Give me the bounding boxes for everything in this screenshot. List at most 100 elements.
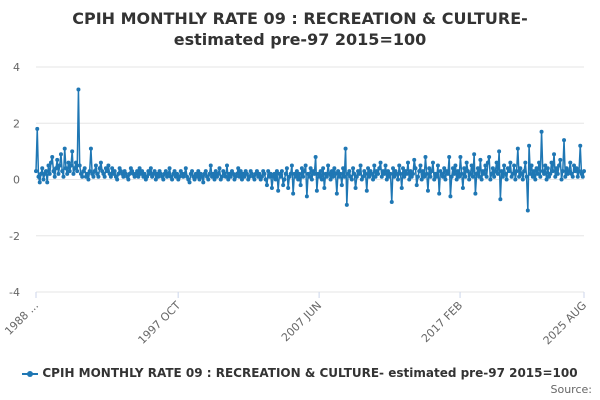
data-point — [307, 174, 312, 179]
data-point — [563, 174, 568, 179]
data-point — [550, 169, 555, 174]
data-point — [282, 177, 287, 182]
data-point — [549, 160, 554, 165]
data-point — [93, 163, 98, 168]
data-point — [361, 174, 366, 179]
data-point — [183, 166, 188, 171]
data-point — [112, 169, 117, 174]
data-point — [284, 166, 289, 171]
data-point — [73, 160, 78, 165]
data-point — [453, 163, 458, 168]
data-point — [394, 171, 399, 176]
data-point — [76, 87, 81, 92]
data-point — [388, 171, 393, 176]
data-point — [70, 149, 75, 154]
data-point — [490, 166, 495, 171]
data-point — [197, 177, 202, 182]
data-point — [548, 171, 553, 176]
data-point — [497, 149, 502, 154]
data-point — [142, 171, 147, 176]
data-point — [520, 177, 525, 182]
data-point — [46, 163, 51, 168]
data-point — [283, 171, 288, 176]
data-point — [404, 171, 409, 176]
data-point — [294, 169, 299, 174]
data-point — [201, 180, 206, 185]
data-point — [498, 197, 503, 202]
data-point — [175, 171, 180, 176]
data-point — [419, 177, 424, 182]
data-point — [470, 174, 475, 179]
data-point — [396, 177, 401, 182]
data-point — [213, 169, 218, 174]
data-point — [477, 174, 482, 179]
data-point — [319, 177, 324, 182]
data-point — [234, 171, 239, 176]
data-point — [582, 169, 586, 174]
data-point — [568, 160, 573, 165]
data-point — [219, 174, 224, 179]
data-point — [487, 155, 492, 159]
legend-series-marker-icon — [22, 369, 39, 379]
data-point — [96, 174, 101, 179]
data-point — [304, 194, 309, 199]
data-point — [339, 183, 344, 188]
data-point — [170, 177, 175, 182]
data-point — [48, 160, 53, 165]
data-point — [53, 166, 58, 171]
data-point — [537, 160, 542, 165]
data-point — [257, 171, 262, 176]
data-point — [269, 185, 274, 190]
data-point — [420, 169, 425, 174]
data-point — [152, 169, 157, 174]
data-point — [224, 163, 229, 168]
data-point — [34, 169, 38, 174]
data-point — [443, 177, 448, 182]
data-point — [353, 185, 358, 190]
data-point — [538, 174, 543, 179]
data-point — [190, 169, 195, 174]
data-point — [472, 152, 477, 157]
data-point — [435, 163, 440, 168]
data-point — [239, 177, 244, 182]
data-point — [499, 169, 504, 174]
data-point — [273, 177, 278, 182]
data-point — [211, 171, 216, 176]
data-point — [413, 166, 418, 171]
data-point — [187, 180, 192, 185]
source-label: Source: — [550, 383, 593, 396]
y-tick-label: 4 — [13, 61, 20, 74]
data-point — [400, 166, 405, 171]
data-point — [293, 174, 298, 179]
data-point — [137, 166, 142, 171]
data-point — [324, 174, 329, 179]
data-point — [77, 163, 82, 168]
x-tick-label: 2025 AUG — [541, 299, 590, 348]
data-point — [434, 174, 439, 179]
data-point — [288, 171, 293, 176]
data-point — [97, 166, 102, 171]
data-point — [110, 166, 115, 171]
data-point — [424, 171, 429, 176]
data-point — [572, 163, 577, 168]
data-point — [430, 160, 435, 165]
data-point — [555, 171, 560, 176]
chart-legend[interactable]: CPIH MONTHLY RATE 09 : RECREATION & CULT… — [0, 366, 600, 380]
data-point — [296, 177, 301, 182]
data-point — [331, 174, 336, 179]
data-point — [542, 171, 547, 176]
data-point — [206, 177, 211, 182]
data-point — [314, 188, 319, 193]
data-point — [554, 166, 559, 171]
data-point — [349, 177, 354, 182]
data-point — [156, 174, 161, 179]
data-point — [352, 171, 357, 176]
data-point — [539, 129, 544, 134]
data-point — [200, 174, 205, 179]
data-point — [577, 169, 582, 174]
data-point — [298, 183, 303, 188]
data-point — [272, 171, 277, 176]
data-point — [533, 177, 538, 182]
data-point — [500, 174, 505, 179]
data-point — [166, 171, 171, 176]
